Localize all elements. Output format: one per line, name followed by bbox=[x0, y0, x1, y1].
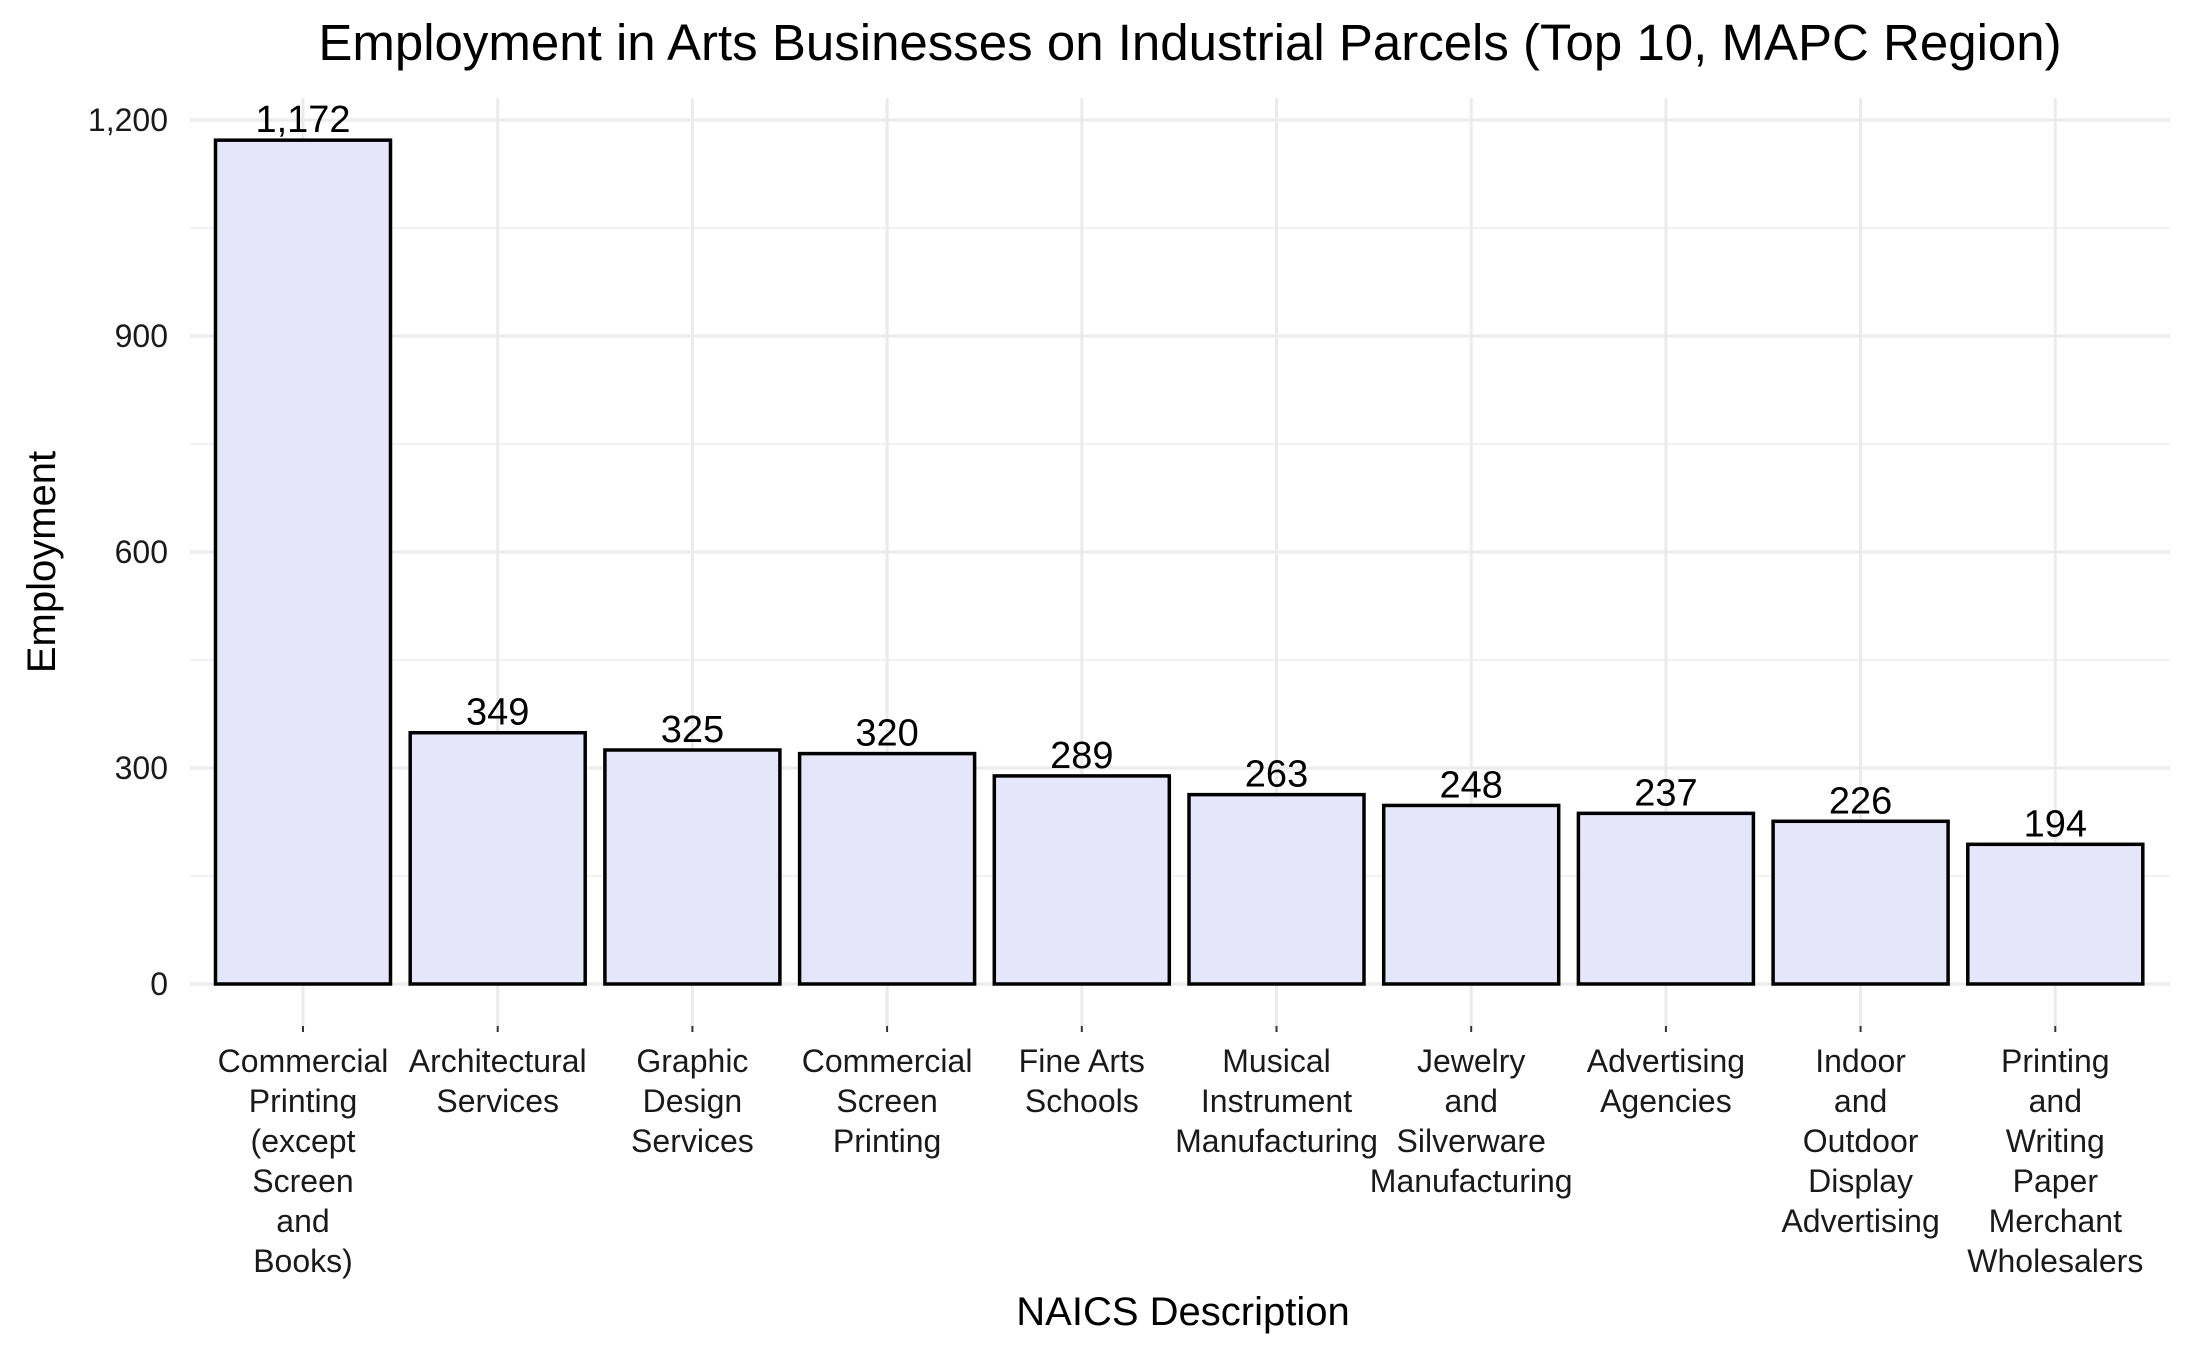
bar bbox=[1576, 811, 1756, 986]
data-label: 248 bbox=[1439, 764, 1502, 806]
y-tick-label: 900 bbox=[115, 318, 168, 354]
x-axis-title: NAICS Description bbox=[1016, 1290, 1349, 1334]
x-axis: Commercial Printing (except Screen and Books)… bbox=[218, 1026, 2143, 1279]
bar bbox=[992, 774, 1172, 986]
bar bbox=[1187, 792, 1366, 986]
bar bbox=[1381, 803, 1561, 986]
x-tick-label: Architectural Services bbox=[409, 1043, 587, 1119]
x-tick-label: Musical Instrument Manufacturing bbox=[1175, 1043, 1378, 1159]
data-label: 263 bbox=[1245, 754, 1308, 796]
x-tick-label: Indoor and Outdoor Display Advertising bbox=[1781, 1043, 1939, 1239]
data-label: 1,172 bbox=[255, 99, 350, 141]
x-tick-label: Printing and Writing Paper Merchant Wholesale… bbox=[1967, 1043, 2143, 1279]
bar bbox=[213, 138, 393, 986]
data-label: 320 bbox=[855, 713, 918, 755]
bar bbox=[1966, 842, 2145, 986]
bar bbox=[408, 730, 587, 986]
y-tick-label: 0 bbox=[150, 966, 168, 1002]
y-axis: 0 300 600 900 1,200 bbox=[88, 102, 168, 1002]
x-tick-label: Commercial Printing (except Screen and Books) bbox=[218, 1043, 389, 1279]
y-tick-label: 600 bbox=[115, 534, 168, 570]
data-label: 194 bbox=[2024, 803, 2087, 845]
x-tick-label: Jewelry and Silverware Manufacturing bbox=[1370, 1043, 1573, 1199]
x-tick-label: Fine Arts Schools bbox=[1019, 1043, 1145, 1119]
x-tick-label: Commercial Screen Printing bbox=[802, 1043, 973, 1159]
y-axis-title: Employment bbox=[20, 451, 64, 673]
bar bbox=[603, 748, 782, 986]
bar bbox=[797, 751, 977, 986]
data-label: 325 bbox=[661, 709, 724, 751]
y-tick-label: 300 bbox=[115, 750, 168, 786]
bars bbox=[213, 138, 2145, 986]
data-label: 289 bbox=[1050, 735, 1113, 777]
chart-title: Employment in Arts Businesses on Industr… bbox=[318, 14, 2061, 71]
data-labels: 1,172 349 325 320 289 263 248 237 226 194 bbox=[255, 99, 2087, 845]
y-tick-label: 1,200 bbox=[88, 102, 168, 138]
x-tick-label: Graphic Design Services bbox=[631, 1043, 754, 1159]
bar bbox=[1771, 819, 1950, 986]
data-label: 226 bbox=[1829, 780, 1892, 822]
data-label: 349 bbox=[466, 692, 529, 734]
x-tick-label: Advertising Agencies bbox=[1587, 1043, 1745, 1119]
data-label: 237 bbox=[1634, 772, 1697, 814]
